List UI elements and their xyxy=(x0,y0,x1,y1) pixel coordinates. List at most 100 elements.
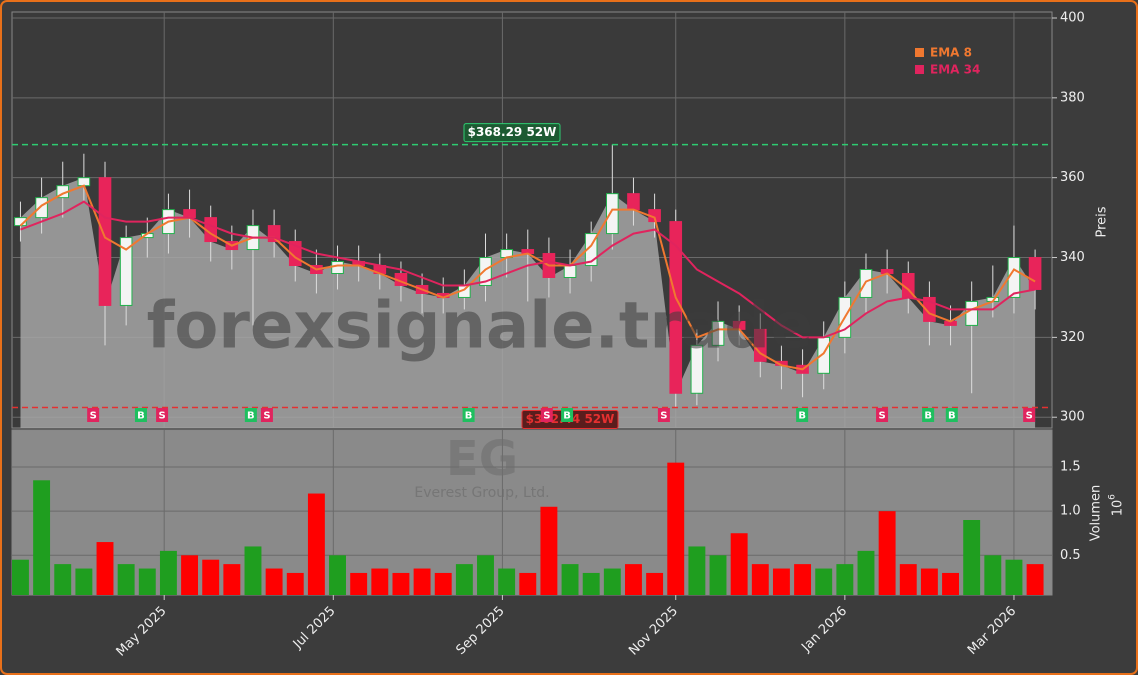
volume-bar xyxy=(603,568,621,595)
signal-label: S xyxy=(878,411,885,422)
company: Everest Group, Ltd. xyxy=(414,485,549,501)
candle-body xyxy=(479,257,492,286)
volume-bar xyxy=(371,568,389,595)
signal-marker xyxy=(260,408,273,422)
volume-bar xyxy=(286,572,304,595)
signal-marker xyxy=(876,408,889,422)
signal-label: B xyxy=(247,411,255,422)
volume-bar xyxy=(984,555,1002,595)
candle-body xyxy=(690,344,704,394)
volume-bar xyxy=(12,559,29,595)
candle-body xyxy=(965,300,978,326)
volume-bar xyxy=(223,564,241,595)
volume-bar xyxy=(751,564,769,595)
volume-bar xyxy=(899,564,917,595)
volume-bar xyxy=(942,572,959,595)
signal-marker xyxy=(922,408,935,422)
volume-bar xyxy=(519,572,537,595)
y-tick-label: 340 xyxy=(1060,250,1085,265)
volume-bar xyxy=(1026,564,1044,595)
legend-label: EMA 8 xyxy=(930,46,972,60)
candle-body xyxy=(711,320,725,346)
signal-label: S xyxy=(1026,411,1033,422)
signal-marker xyxy=(945,408,958,422)
watermark: forexsignale.trade xyxy=(147,290,814,364)
signal-marker xyxy=(134,408,147,422)
legend-swatch xyxy=(915,65,924,74)
signal-label: B xyxy=(137,411,145,422)
volume-bar xyxy=(307,493,325,595)
volume-bar xyxy=(138,568,156,595)
signal-label: S xyxy=(158,411,165,422)
signal-marker xyxy=(561,408,574,422)
volume-bar xyxy=(54,564,72,595)
signal-marker xyxy=(462,408,475,422)
volume-axis-label: Volumen xyxy=(1089,485,1104,542)
y-axis-label: Preis xyxy=(1095,206,1110,237)
volume-bar xyxy=(434,572,452,595)
volume-bar xyxy=(33,480,51,595)
volume-bar xyxy=(159,550,177,595)
signal-marker xyxy=(540,408,553,422)
volume-bar xyxy=(265,568,283,595)
signal-label: B xyxy=(465,411,473,422)
volume-bar xyxy=(857,550,875,595)
y-tick-label: 0.5 xyxy=(1060,548,1081,563)
volume-bar xyxy=(730,533,748,595)
price-layer: 300 320 340 360 380 400 EMA 8 EMA 34 $368.29 52W… xyxy=(12,10,1085,429)
volume-bar xyxy=(540,506,558,595)
candle-body xyxy=(288,241,302,267)
candle-body xyxy=(923,296,936,322)
candle-body xyxy=(183,209,196,219)
candle-body xyxy=(606,193,619,235)
volume-bar xyxy=(392,572,410,595)
volume-bar xyxy=(477,555,494,595)
y-tick-label: 320 xyxy=(1060,330,1085,345)
volume-bar xyxy=(772,568,790,595)
offset-base: 10 xyxy=(1111,500,1126,517)
volume-bar xyxy=(202,559,220,595)
signal-label: S xyxy=(90,411,97,422)
volume-bar xyxy=(350,572,368,595)
candle-body xyxy=(584,233,598,267)
signal-label: S xyxy=(660,411,667,422)
y-tick-label: 300 xyxy=(1060,410,1085,425)
offset-exponent: 6 xyxy=(1108,494,1118,500)
y-tick-label: 1.5 xyxy=(1060,460,1081,475)
legend-label: EMA 34 xyxy=(930,63,980,77)
candle-body xyxy=(267,225,281,243)
volume-bar xyxy=(815,568,833,595)
volume-bar xyxy=(794,564,812,595)
candle-body xyxy=(563,265,577,278)
volume-bar xyxy=(455,564,473,595)
volume-bar xyxy=(329,555,346,595)
signal-label: S xyxy=(263,411,270,422)
volume-bar xyxy=(413,568,431,595)
signal-marker xyxy=(796,408,809,422)
candle-body xyxy=(627,193,640,211)
volume-bar xyxy=(709,555,727,595)
ref-label-box xyxy=(463,123,561,143)
candle-body xyxy=(331,261,344,274)
volume-bar xyxy=(582,572,600,595)
volume-bar xyxy=(625,564,642,595)
volume-bar xyxy=(181,555,199,595)
signal-label: B xyxy=(924,411,932,422)
signal-marker xyxy=(156,408,169,422)
volume-bar xyxy=(836,564,854,595)
y-tick-label: 360 xyxy=(1060,170,1085,185)
candle-body xyxy=(1028,257,1042,290)
volume-bar xyxy=(667,462,685,595)
volume-bar xyxy=(963,520,981,595)
candle-body xyxy=(77,177,91,187)
signal-marker xyxy=(657,408,670,422)
signal-marker xyxy=(244,408,257,422)
candle-body xyxy=(119,237,133,306)
ema-line xyxy=(20,200,1036,339)
signal-marker xyxy=(1023,408,1036,422)
signal-label: B xyxy=(563,411,571,422)
signal-label: B xyxy=(798,411,806,422)
volume-bar xyxy=(117,564,135,595)
